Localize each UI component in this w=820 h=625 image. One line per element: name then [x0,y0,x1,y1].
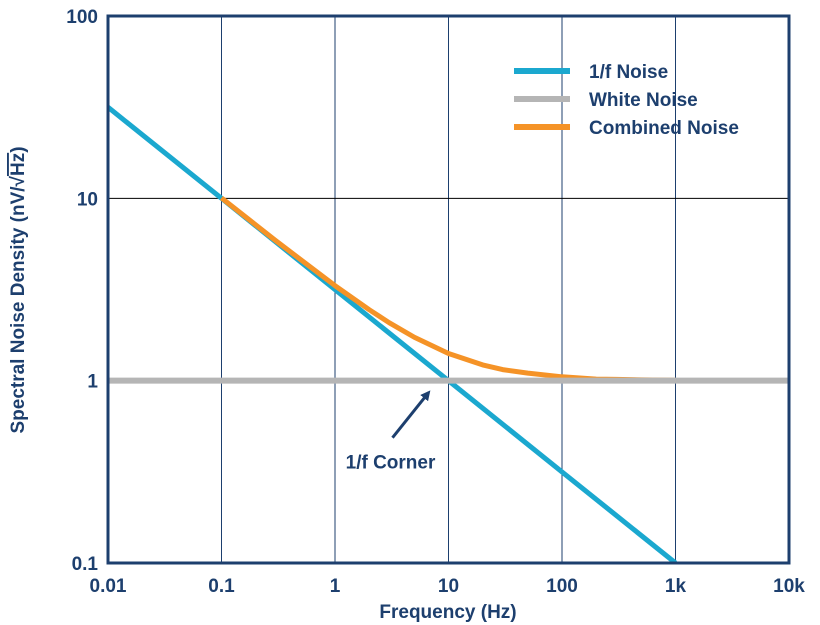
series-line-1-f-noise [108,105,678,563]
y-tick-label: 0.1 [72,554,99,575]
svg-text:Spectral Noise Density (nV/√Hz: Spectral Noise Density (nV/√Hz) [8,146,29,433]
x-tick-labels: 0.01 0.1 1 10 100 1k 10k [90,576,806,597]
x-tick-label: 1k [665,576,687,597]
x-axis-title: Frequency (Hz) [379,602,516,623]
legend-label-white-noise: White Noise [589,90,698,111]
x-tick-label: 0.1 [208,576,235,597]
plot-frame [106,14,791,565]
x-tick-label: 1 [330,576,341,597]
annotation-1f-corner: 1/f Corner [346,390,436,474]
y-tick-label: 100 [66,7,98,28]
y-axis-title-close: ) [8,146,29,152]
legend-label-combined-noise: Combined Noise [589,118,739,139]
y-axis-title-radicand: Hz [8,153,29,176]
legend-label-1-f-noise: 1/f Noise [589,62,668,83]
x-tick-label: 10k [773,576,805,597]
y-tick-label: 10 [77,189,98,210]
legend: 1/f Noise White Noise Combined Noise [514,62,739,139]
y-axis-title: Spectral Noise Density (nV/√Hz) [8,146,29,433]
series-layer [108,105,789,563]
y-tick-labels: 0.1 1 10 100 [66,7,98,575]
x-tick-label: 0.01 [90,576,127,597]
y-tick-label: 1 [87,372,98,393]
x-tick-label: 100 [546,576,578,597]
annotation-label: 1/f Corner [346,453,436,474]
y-axis-title-radical: √ [8,175,29,186]
annotation-arrow [391,390,431,439]
y-axis-title-main: Spectral Noise Density (nV/ [8,186,29,434]
x-tick-label: 10 [438,576,459,597]
